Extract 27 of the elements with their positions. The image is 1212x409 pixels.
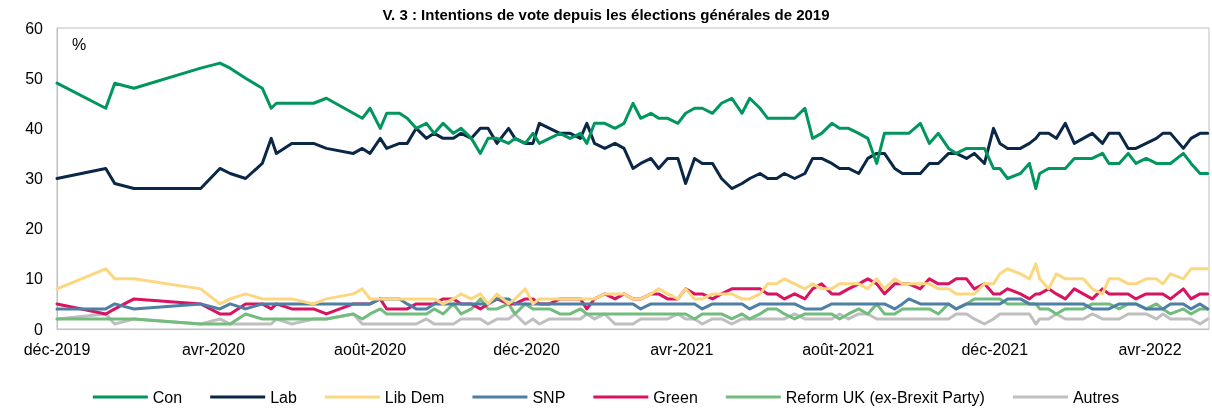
y-tick-label: 60 bbox=[25, 19, 44, 37]
chart-title: V. 3 : Intentions de vote depuis les élections générales de 2019 bbox=[382, 6, 830, 23]
x-tick-label: déc-2019 bbox=[23, 340, 91, 358]
y-tick-label: 20 bbox=[25, 220, 44, 238]
annotation: % bbox=[72, 35, 87, 53]
x-tick-label: déc-2021 bbox=[961, 340, 1029, 358]
line-series bbox=[55, 61, 1210, 191]
x-tick-label: avr-2022 bbox=[1118, 340, 1182, 358]
x-tick-label: déc-2020 bbox=[493, 340, 560, 358]
legend-label: Lab bbox=[270, 388, 297, 406]
x-tick-label: août-2020 bbox=[333, 340, 407, 358]
y-tick-label: 30 bbox=[25, 170, 44, 187]
legend-label: Reform UK (ex-Brexit Party) bbox=[785, 388, 985, 406]
y-tick-label: 10 bbox=[25, 270, 44, 288]
x-tick-label: avr-2020 bbox=[181, 340, 246, 358]
legend-label: SNP bbox=[532, 388, 566, 406]
line-series bbox=[55, 121, 1210, 191]
y-tick-label: 50 bbox=[25, 69, 44, 87]
line-series bbox=[55, 262, 1210, 306]
legend-label: Lib Dem bbox=[384, 388, 445, 406]
y-tick-label: 40 bbox=[25, 119, 44, 137]
x-tick-label: avr-2021 bbox=[650, 340, 714, 358]
y-tick-label: 0 bbox=[34, 320, 44, 338]
x-tick-label: août-2021 bbox=[802, 340, 875, 358]
legend-label: Con bbox=[152, 388, 183, 406]
legend-label: Green bbox=[653, 388, 698, 406]
legend-label: Autres bbox=[1072, 388, 1120, 406]
